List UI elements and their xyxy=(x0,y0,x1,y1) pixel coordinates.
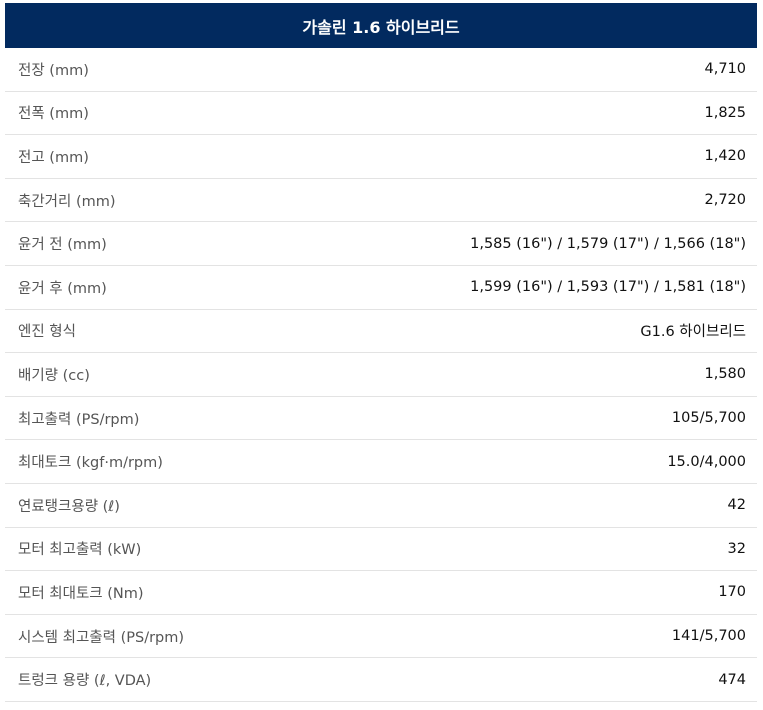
row-label: 최고출력 (PS/rpm) xyxy=(18,411,140,428)
row-value: 15.0/4,000 xyxy=(667,453,746,470)
table-row: 최대토크 (kgf·m/rpm) 15.0/4,000 xyxy=(5,440,757,484)
row-label: 연료탱크용량 (ℓ) xyxy=(18,498,120,515)
row-label: 모터 최고출력 (kW) xyxy=(18,542,142,559)
table-row: 윤거 전 (mm) 1,585 (16") / 1,579 (17") / 1,… xyxy=(5,222,757,266)
table-row: 전고 (mm) 1,420 xyxy=(5,135,757,179)
table-row: 배기량 (cc) 1,580 xyxy=(5,353,757,397)
spec-table: 가솔린 1.6 하이브리드 전장 (mm) 4,710 전폭 (mm) 1,82… xyxy=(5,3,757,702)
row-value: 42 xyxy=(727,497,746,514)
row-label: 윤거 후 (mm) xyxy=(18,280,107,297)
row-value: 170 xyxy=(718,584,746,601)
row-label: 윤거 전 (mm) xyxy=(18,237,107,254)
table-row: 축간거리 (mm) 2,720 xyxy=(5,179,757,223)
row-label: 트렁크 용량 (ℓ, VDA) xyxy=(18,673,152,690)
row-value: G1.6 하이브리드 xyxy=(640,324,746,341)
row-value: 1,580 xyxy=(704,366,746,383)
table-row: 모터 최대토크 (Nm) 170 xyxy=(5,571,757,615)
row-value: 1,825 xyxy=(704,104,746,121)
row-value: 105/5,700 xyxy=(671,410,746,427)
table-row: 엔진 형식 G1.6 하이브리드 xyxy=(5,310,757,354)
row-value: 1,420 xyxy=(704,148,746,165)
row-value: 1,585 (16") / 1,579 (17") / 1,566 (18") xyxy=(470,235,746,252)
row-label: 축간거리 (mm) xyxy=(18,193,116,210)
table-row: 모터 최고출력 (kW) 32 xyxy=(5,528,757,572)
table-row: 연료탱크용량 (ℓ) 42 xyxy=(5,484,757,528)
row-value: 1,599 (16") / 1,593 (17") / 1,581 (18") xyxy=(470,279,746,296)
row-label: 배기량 (cc) xyxy=(18,367,90,384)
table-row: 트렁크 용량 (ℓ, VDA) 474 xyxy=(5,658,757,702)
table-header: 가솔린 1.6 하이브리드 xyxy=(5,3,757,48)
table-row: 시스템 최고출력 (PS/rpm) 141/5,700 xyxy=(5,615,757,659)
row-value: 141/5,700 xyxy=(671,628,746,645)
row-value: 32 xyxy=(727,540,746,557)
row-label: 전고 (mm) xyxy=(18,149,89,166)
row-label: 시스템 최고출력 (PS/rpm) xyxy=(18,629,185,646)
row-label: 전폭 (mm) xyxy=(18,106,89,123)
row-value: 2,720 xyxy=(704,192,746,209)
row-label: 엔진 형식 xyxy=(18,324,76,341)
table-row: 전폭 (mm) 1,825 xyxy=(5,92,757,136)
table-header-title: 가솔린 1.6 하이브리드 xyxy=(302,17,460,37)
table-row: 최고출력 (PS/rpm) 105/5,700 xyxy=(5,397,757,441)
row-value: 4,710 xyxy=(704,61,746,78)
table-row: 전장 (mm) 4,710 xyxy=(5,48,757,92)
row-value: 474 xyxy=(718,671,746,688)
row-label: 전장 (mm) xyxy=(18,62,89,79)
table-row: 윤거 후 (mm) 1,599 (16") / 1,593 (17") / 1,… xyxy=(5,266,757,310)
row-label: 최대토크 (kgf·m/rpm) xyxy=(18,455,163,472)
row-label: 모터 최대토크 (Nm) xyxy=(18,585,144,602)
